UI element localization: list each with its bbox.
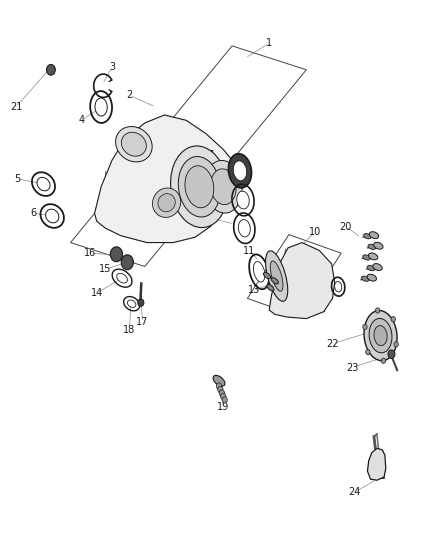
Circle shape bbox=[381, 358, 385, 364]
Text: 7: 7 bbox=[207, 150, 213, 160]
Ellipse shape bbox=[374, 326, 387, 346]
Ellipse shape bbox=[185, 166, 214, 208]
Circle shape bbox=[375, 308, 380, 313]
Text: 13: 13 bbox=[248, 286, 260, 295]
Text: 2: 2 bbox=[127, 90, 133, 100]
Circle shape bbox=[391, 317, 396, 322]
Ellipse shape bbox=[116, 126, 152, 162]
Text: 8: 8 bbox=[205, 184, 211, 195]
Circle shape bbox=[121, 255, 134, 270]
Ellipse shape bbox=[95, 98, 107, 116]
Ellipse shape bbox=[374, 243, 383, 249]
Ellipse shape bbox=[228, 154, 251, 188]
Ellipse shape bbox=[158, 193, 175, 212]
Text: 9: 9 bbox=[209, 214, 215, 224]
Ellipse shape bbox=[178, 157, 220, 217]
Ellipse shape bbox=[264, 272, 271, 279]
Ellipse shape bbox=[272, 278, 279, 284]
Circle shape bbox=[222, 397, 227, 403]
Circle shape bbox=[218, 386, 223, 393]
Text: 22: 22 bbox=[326, 338, 339, 349]
Ellipse shape bbox=[368, 244, 376, 249]
Ellipse shape bbox=[254, 262, 265, 282]
Ellipse shape bbox=[211, 169, 236, 205]
Ellipse shape bbox=[367, 274, 377, 281]
Text: 19: 19 bbox=[217, 402, 230, 413]
Text: 3: 3 bbox=[109, 62, 115, 72]
Ellipse shape bbox=[270, 261, 283, 291]
Ellipse shape bbox=[369, 232, 379, 239]
Ellipse shape bbox=[369, 318, 392, 353]
Ellipse shape bbox=[267, 285, 274, 291]
Circle shape bbox=[388, 350, 395, 359]
Ellipse shape bbox=[368, 253, 378, 260]
Ellipse shape bbox=[127, 300, 136, 308]
Text: 14: 14 bbox=[91, 288, 103, 298]
Ellipse shape bbox=[364, 233, 371, 239]
Ellipse shape bbox=[265, 251, 288, 301]
Ellipse shape bbox=[373, 264, 382, 270]
Ellipse shape bbox=[233, 161, 247, 181]
Text: 16: 16 bbox=[84, 248, 96, 258]
Text: 11: 11 bbox=[244, 246, 256, 255]
Text: 1: 1 bbox=[266, 38, 272, 48]
Ellipse shape bbox=[238, 220, 250, 237]
Ellipse shape bbox=[152, 188, 181, 217]
Polygon shape bbox=[367, 448, 386, 480]
Ellipse shape bbox=[367, 265, 375, 271]
Polygon shape bbox=[269, 243, 335, 319]
Text: 18: 18 bbox=[124, 325, 136, 335]
Ellipse shape bbox=[364, 311, 397, 361]
Ellipse shape bbox=[361, 276, 369, 281]
Polygon shape bbox=[95, 115, 239, 243]
Ellipse shape bbox=[46, 209, 59, 223]
Circle shape bbox=[138, 299, 144, 306]
Circle shape bbox=[394, 342, 398, 347]
Text: 21: 21 bbox=[10, 102, 22, 112]
Circle shape bbox=[363, 324, 367, 329]
Text: 6: 6 bbox=[30, 208, 36, 219]
Text: 24: 24 bbox=[348, 488, 360, 497]
Ellipse shape bbox=[363, 255, 371, 260]
Text: 10: 10 bbox=[309, 227, 321, 237]
Ellipse shape bbox=[37, 177, 50, 191]
Ellipse shape bbox=[117, 273, 127, 283]
Text: 17: 17 bbox=[136, 317, 149, 327]
Ellipse shape bbox=[170, 146, 228, 228]
Text: 12: 12 bbox=[313, 275, 325, 285]
Text: 15: 15 bbox=[99, 264, 112, 274]
Circle shape bbox=[110, 247, 123, 262]
Ellipse shape bbox=[237, 191, 249, 209]
Circle shape bbox=[221, 393, 226, 400]
Circle shape bbox=[216, 383, 222, 389]
Circle shape bbox=[366, 349, 370, 354]
Text: 20: 20 bbox=[339, 222, 352, 232]
Text: 23: 23 bbox=[346, 362, 358, 373]
Ellipse shape bbox=[335, 281, 342, 292]
Text: 5: 5 bbox=[14, 174, 21, 184]
Ellipse shape bbox=[213, 375, 225, 386]
Text: 4: 4 bbox=[78, 115, 85, 125]
Ellipse shape bbox=[205, 160, 242, 213]
Circle shape bbox=[46, 64, 55, 75]
Circle shape bbox=[219, 390, 224, 396]
Ellipse shape bbox=[121, 132, 146, 156]
